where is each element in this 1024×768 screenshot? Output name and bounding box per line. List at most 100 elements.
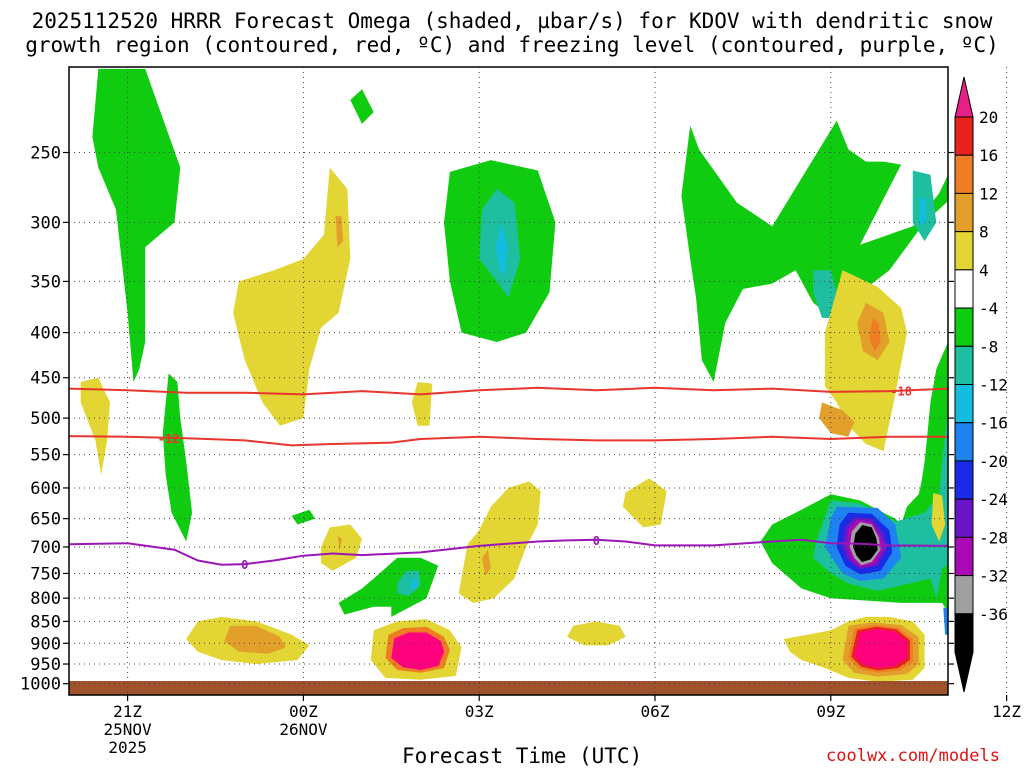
omega-region-0 [92, 68, 181, 383]
x-tick-label: 21Z [113, 702, 142, 721]
freezing-level-label: 0 [241, 558, 248, 572]
colorbar-swatch [954, 536, 974, 577]
y-axis: 2503003504004505005506006507007508008509… [20, 143, 954, 695]
y-tick-label: 650 [30, 510, 61, 530]
omega-region-37 [482, 549, 491, 576]
omega-region-31 [233, 167, 351, 426]
omega-region-30 [80, 377, 110, 475]
omega-region-62 [995, 621, 1024, 672]
plot-frame [68, 66, 949, 696]
y-tick-label: 900 [30, 634, 61, 654]
colorbar-swatch [954, 154, 974, 194]
omega-region-39 [824, 270, 907, 452]
x-tick-label: 03Z [465, 702, 494, 721]
colorbar-bottom-triangle [954, 651, 974, 693]
contours: -18 -12 0 0 0 [69, 385, 948, 572]
y-tick-label: 500 [30, 409, 61, 429]
omega-region-32 [335, 215, 344, 248]
colorbar-label: 20 [979, 108, 998, 127]
y-tick-label: 350 [30, 272, 61, 292]
omega-region-9 [919, 195, 927, 225]
colorbar-label: -32 [979, 567, 1008, 586]
x-tick-label: 09Z [816, 702, 845, 721]
colorbar-swatch [954, 613, 974, 653]
colorbar-swatch [954, 269, 974, 309]
colorbar-swatch [954, 116, 974, 156]
colorbar-swatch [954, 384, 974, 424]
freezing-level-label: 0 [880, 539, 887, 553]
y-tick-label: 800 [30, 589, 61, 609]
colorbar-swatch [954, 498, 974, 538]
omega-region-47 [1007, 292, 1024, 342]
omega-region-50 [224, 625, 286, 654]
omega-region-5 [495, 222, 508, 276]
colorbar-swatch [954, 307, 974, 347]
omega-region-1 [162, 373, 193, 542]
colorbar-label: -16 [979, 414, 1008, 433]
y-tick-label: 750 [30, 564, 61, 584]
chart-title-line-1: 2025112520 HRRR Forecast Omega (shaded, … [31, 9, 993, 33]
omega-region-41 [868, 317, 881, 352]
omega-shading [69, 68, 1024, 695]
dgz-contour-m12 [69, 435, 948, 447]
y-tick-label: 850 [30, 612, 61, 632]
x-tick-label: 2025 [108, 738, 147, 757]
colorbar-swatch [954, 460, 974, 500]
colorbar-label: -8 [979, 337, 998, 356]
colorbar-swatch [954, 345, 974, 385]
colorbar-label: -28 [979, 528, 1008, 547]
omega-region-33 [411, 382, 433, 426]
omega-region-53 [391, 632, 444, 670]
omega-region-59 [854, 629, 907, 668]
omega-region-63 [1002, 625, 1024, 669]
colorbar-label: 4 [979, 261, 989, 280]
x-tick-label: 12Z [992, 702, 1021, 721]
y-tick-label: 400 [30, 324, 61, 344]
x-tick-label: 00Z [289, 702, 318, 721]
colorbar-label: -12 [979, 376, 1008, 395]
colorbar-label: -24 [979, 490, 1008, 509]
colorbar-swatch [954, 231, 974, 271]
colorbar-label: 16 [979, 146, 998, 165]
dgz-contour-label: -12 [158, 432, 180, 446]
colorbar-swatch [954, 575, 974, 615]
colorbar-label: -20 [979, 452, 1008, 471]
y-tick-label: 950 [30, 655, 61, 675]
colorbar-label: -36 [979, 605, 1008, 624]
y-tick-label: 1000 [20, 675, 61, 695]
colorbar-swatch [954, 192, 974, 233]
dgz-contour-label: -18 [890, 385, 912, 399]
freezing-level-label: 0 [593, 534, 600, 548]
y-tick-label: 450 [30, 369, 61, 389]
x-tick-label: 06Z [641, 702, 670, 721]
terrain-strip [69, 681, 948, 695]
omega-region-6 [681, 120, 948, 382]
x-axis-label: Forecast Time (UTC) [402, 744, 643, 768]
omega-region-13 [410, 578, 418, 590]
colorbar-label: -4 [979, 299, 998, 318]
chart-title-line-2: growth region (contoured, red, ºC) and f… [25, 33, 999, 57]
omega-region-35 [337, 535, 343, 550]
omega-region-42 [819, 402, 855, 437]
x-tick-label: 25NOV [104, 720, 153, 739]
dgz-contour-m18 [69, 386, 948, 396]
freezing-level-contour [69, 538, 948, 566]
omega-region-29 [943, 607, 948, 635]
colorbar-swatch [954, 422, 974, 462]
x-tick-label: 26NOV [279, 720, 328, 739]
colorbar: 20 16 12 8 4 -4 -8 -12 -16 -20 -24 -28 -32 -36 [954, 76, 1008, 693]
y-tick-label: 250 [30, 143, 61, 163]
colorbar-label: 12 [979, 184, 998, 203]
source-credit-link[interactable]: coolwx.com/models [826, 746, 1000, 766]
y-tick-label: 550 [30, 446, 61, 466]
omega-region-48 [1010, 303, 1024, 338]
omega-region-2 [350, 89, 374, 124]
colorbar-top-triangle [954, 76, 974, 118]
omega-region-43 [931, 493, 946, 542]
omega-region-38 [622, 478, 667, 528]
omega-region-45 [1004, 235, 1024, 382]
y-tick-label: 600 [30, 479, 61, 499]
y-tick-label: 700 [30, 538, 61, 558]
